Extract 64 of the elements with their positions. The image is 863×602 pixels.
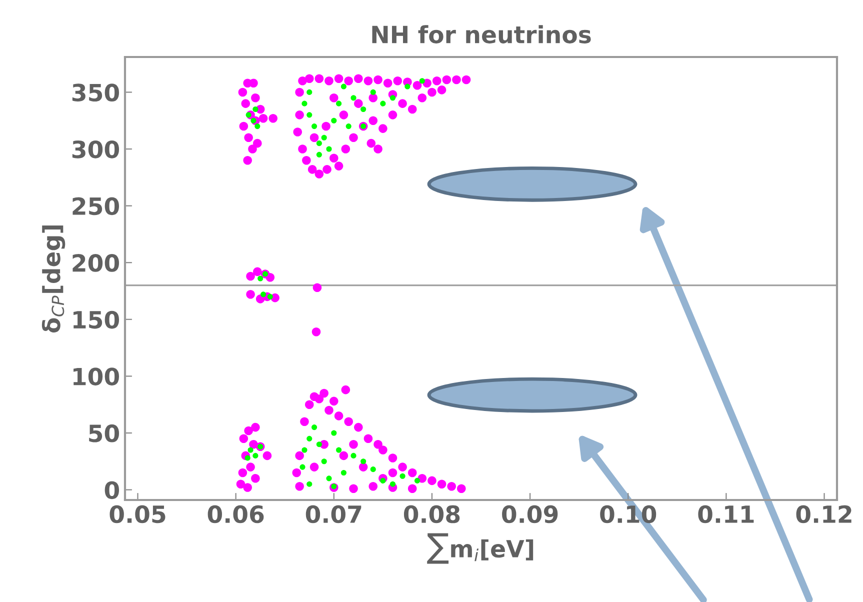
point [340, 470, 346, 476]
point [250, 118, 256, 124]
point [258, 276, 264, 282]
point [248, 447, 254, 453]
point [302, 100, 308, 106]
point [321, 458, 327, 464]
point [346, 124, 352, 130]
point [306, 89, 312, 95]
point [370, 89, 376, 95]
x-axis-title: ∑m$_{i}$[eV] [427, 533, 534, 564]
point [260, 292, 266, 298]
point [350, 95, 356, 101]
point [331, 118, 337, 124]
point [300, 464, 306, 470]
point [312, 124, 318, 130]
y-tick-label: 200 [72, 254, 120, 272]
point [331, 430, 337, 436]
point [340, 84, 346, 90]
point [326, 146, 332, 152]
point [252, 452, 258, 458]
point [306, 481, 312, 487]
point [246, 112, 252, 118]
point [419, 78, 425, 84]
x-tick-label: 0.12 [796, 505, 852, 524]
y-tick-label: 50 [89, 424, 120, 442]
y-tick-label: 0 [104, 481, 120, 500]
x-tick-label: 0.07 [306, 505, 362, 524]
point [252, 106, 258, 112]
point [404, 84, 410, 90]
point [414, 478, 420, 484]
y-tick-label: 250 [72, 197, 120, 216]
point [360, 106, 366, 112]
point [306, 112, 312, 118]
point [306, 436, 312, 442]
point [380, 478, 386, 484]
point [400, 473, 406, 479]
x-tick-label: 0.11 [698, 505, 754, 524]
point [390, 481, 396, 487]
point [254, 124, 260, 130]
point [312, 424, 318, 430]
point [326, 476, 332, 482]
y-axis-title: δ$_{CP}$[deg] [42, 226, 66, 332]
chart-title: NH for neutrinos [372, 25, 591, 44]
point [316, 152, 322, 158]
x-tick-label: 0.09 [502, 505, 558, 524]
x-tick-label: 0.06 [208, 505, 264, 524]
x-tick-label: 0.08 [404, 505, 460, 524]
point [390, 95, 396, 101]
point [316, 442, 322, 448]
point [336, 100, 342, 106]
point [321, 134, 327, 140]
point [336, 447, 342, 453]
point [380, 100, 386, 106]
point [331, 484, 337, 490]
point [316, 140, 322, 146]
y-tick-label: 100 [74, 368, 120, 386]
point [370, 466, 376, 472]
x-tick-label: 0.05 [110, 505, 166, 524]
y-tick-label: 350 [72, 84, 120, 102]
point [302, 447, 308, 453]
y-tick-label: 150 [74, 310, 120, 329]
y-tick-label: 300 [72, 140, 120, 158]
point [350, 452, 356, 458]
point [360, 458, 366, 464]
